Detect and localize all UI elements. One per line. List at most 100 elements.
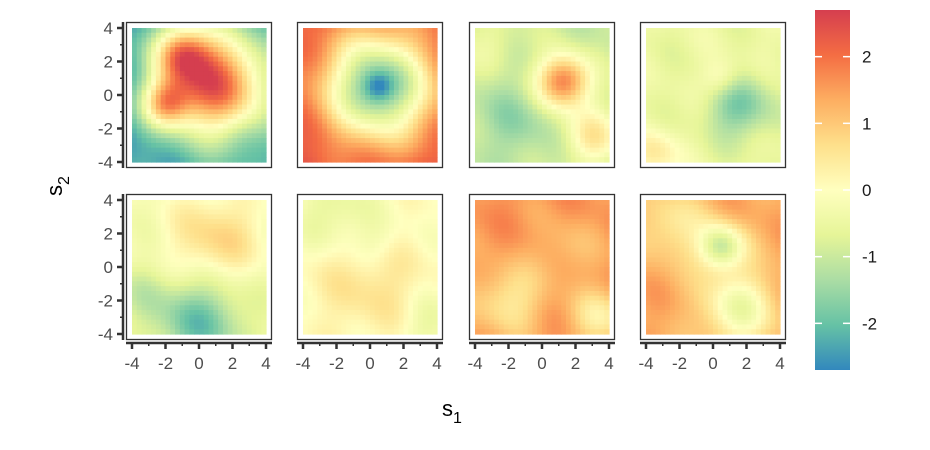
heatmap-cell [398,276,405,282]
heatmap-cell [242,133,248,139]
heatmap-cell [360,300,366,306]
heatmap-cell [350,314,357,321]
heatmap-cell [379,319,385,326]
heatmap-cell [479,56,486,63]
heatmap-cell [360,247,366,254]
heatmap-cell [184,133,191,139]
heatmap-cell [203,219,210,225]
heatmap-cell [203,262,210,268]
heatmap-cell [427,152,433,158]
heatmap-cell [141,314,147,321]
heatmap-cell [256,104,262,110]
heatmap-cell [727,118,733,125]
heatmap-cell [237,37,243,43]
heatmap-cell [237,314,243,321]
heatmap-cell [604,42,610,48]
heatmap-cell [684,42,690,48]
heatmap-cell [170,118,176,125]
heatmap-cell [261,37,267,43]
heatmap-cell [398,238,405,244]
heatmap-cell [422,200,429,206]
heatmap-cell [146,295,152,302]
heatmap-cell [317,257,323,263]
heatmap-cell [242,138,248,144]
heatmap-cell [432,123,438,130]
heatmap-cell [170,290,176,297]
heatmap-cell [189,128,195,134]
heatmap-cell [684,114,690,120]
heatmap-cell [179,128,186,134]
heatmap-cell [513,104,519,110]
heatmap-cell [565,28,572,34]
heatmap-cell [479,276,486,282]
heatmap-cell [365,214,371,220]
heatmap-cell [580,152,586,158]
heatmap-cell [518,133,524,139]
heatmap-cell [417,142,424,149]
heatmap-cell [746,47,752,53]
heatmap-cell [151,28,157,34]
heatmap-cell [527,80,534,87]
heatmap-cell [708,28,714,34]
heatmap-cell [175,204,181,211]
heatmap-cell [317,271,323,278]
heatmap-cell [136,71,143,77]
heatmap-cell [703,128,709,134]
heatmap-cell [384,128,390,134]
heatmap-cell [489,51,495,58]
heatmap-cell [503,85,510,91]
heatmap-cell [242,51,248,58]
heatmap-cell [594,71,601,77]
heatmap-cell [389,305,395,311]
heatmap-cell [251,252,258,259]
heatmap-cell [379,157,385,163]
heatmap-cell [403,314,409,321]
heatmap-cell [489,310,495,316]
heatmap-cell [427,295,433,302]
heatmap-cell [660,37,666,43]
heatmap-cell [132,114,138,120]
heatmap-cell [350,95,357,101]
heatmap-cell [513,56,519,63]
heatmap-cell [585,138,591,144]
heatmap-cell [585,61,591,67]
heatmap-cell [322,157,328,163]
heatmap-cell [155,28,162,34]
heatmap-cell [179,243,186,249]
heatmap-cell [427,114,433,120]
heatmap-cell [417,314,424,321]
heatmap-cell [508,51,514,58]
heatmap-cell [346,99,352,106]
heatmap-cell [599,147,605,154]
heatmap-cell [341,319,347,326]
heatmap-cell [227,104,234,110]
heatmap-cell [194,257,200,263]
heatmap-cell [765,138,772,144]
heatmap-cell [261,219,267,225]
heatmap-cell [708,75,714,82]
heatmap-cell [208,152,214,158]
heatmap-cell [498,324,505,330]
heatmap-cell [689,95,695,101]
heatmap-cell [370,271,376,278]
heatmap-cell [303,319,309,326]
heatmap-cell [312,305,318,311]
heatmap-cell [669,142,676,149]
heatmap-cell [374,114,381,120]
heatmap-cell [556,85,562,91]
heatmap-cell [384,61,390,67]
heatmap-cell [213,247,219,254]
heatmap-cell [484,324,490,330]
heatmap-cell [237,257,243,263]
heatmap-cell [256,310,262,316]
heatmap-cell [561,128,567,134]
heatmap-cell [770,61,776,67]
heatmap-cell [213,42,219,48]
heatmap-cell [175,85,181,91]
heatmap-cell [589,104,596,110]
heatmap-cell [756,138,762,144]
heatmap-cell [227,99,234,106]
heatmap-cell [189,138,195,144]
heatmap-cell [170,47,176,53]
heatmap-cell [360,32,366,39]
